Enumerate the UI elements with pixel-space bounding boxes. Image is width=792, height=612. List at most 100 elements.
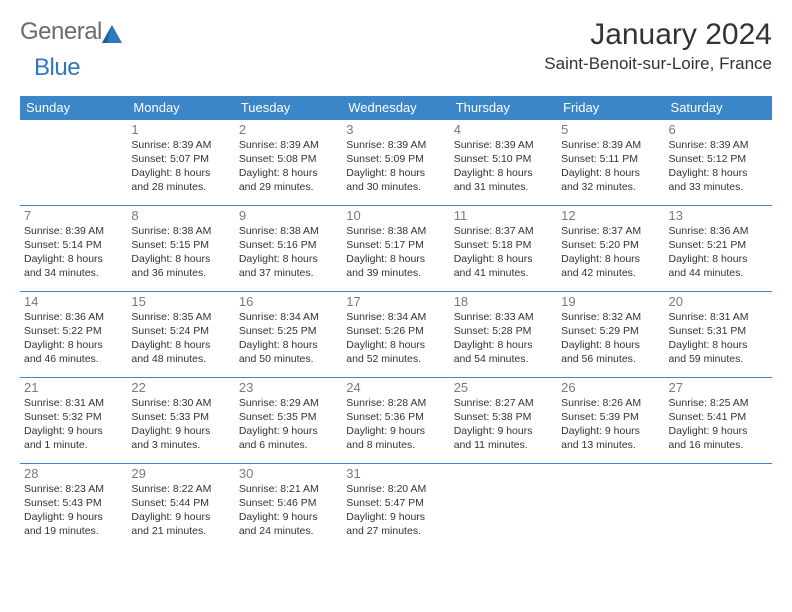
sunset-text: Sunset: 5:12 PM (669, 152, 768, 166)
daylight-text: Daylight: 8 hours (24, 338, 123, 352)
calendar-cell: 15Sunrise: 8:35 AMSunset: 5:24 PMDayligh… (127, 292, 234, 378)
sunrise-text: Sunrise: 8:36 AM (24, 310, 123, 324)
sunset-text: Sunset: 5:20 PM (561, 238, 660, 252)
daylight-text: Daylight: 8 hours (454, 338, 553, 352)
day-number: 24 (346, 380, 445, 396)
daylight-text: Daylight: 8 hours (131, 166, 230, 180)
daylight-text: Daylight: 8 hours (239, 252, 338, 266)
sunset-text: Sunset: 5:16 PM (239, 238, 338, 252)
day-number: 25 (454, 380, 553, 396)
sunrise-text: Sunrise: 8:38 AM (239, 224, 338, 238)
daylight-text: Daylight: 8 hours (131, 252, 230, 266)
sunrise-text: Sunrise: 8:37 AM (561, 224, 660, 238)
daylight-text: and 24 minutes. (239, 524, 338, 538)
sunrise-text: Sunrise: 8:31 AM (24, 396, 123, 410)
calendar-table: Sunday Monday Tuesday Wednesday Thursday… (20, 96, 772, 550)
day-number: 4 (454, 122, 553, 138)
sunset-text: Sunset: 5:07 PM (131, 152, 230, 166)
calendar-cell: 1Sunrise: 8:39 AMSunset: 5:07 PMDaylight… (127, 120, 234, 206)
brand-logo: General (20, 18, 126, 46)
sunset-text: Sunset: 5:35 PM (239, 410, 338, 424)
day-number: 29 (131, 466, 230, 482)
day-number: 10 (346, 208, 445, 224)
daylight-text: and 28 minutes. (131, 180, 230, 194)
day-number: 11 (454, 208, 553, 224)
weekday-header: Sunday (20, 96, 127, 120)
title-block: January 2024 Saint-Benoit-sur-Loire, Fra… (544, 18, 772, 74)
daylight-text: Daylight: 8 hours (669, 338, 768, 352)
sunrise-text: Sunrise: 8:37 AM (454, 224, 553, 238)
sunrise-text: Sunrise: 8:26 AM (561, 396, 660, 410)
daylight-text: Daylight: 8 hours (669, 252, 768, 266)
sunrise-text: Sunrise: 8:39 AM (561, 138, 660, 152)
sunset-text: Sunset: 5:10 PM (454, 152, 553, 166)
day-number: 18 (454, 294, 553, 310)
daylight-text: Daylight: 8 hours (131, 338, 230, 352)
sunrise-text: Sunrise: 8:27 AM (454, 396, 553, 410)
weekday-header: Wednesday (342, 96, 449, 120)
daylight-text: and 52 minutes. (346, 352, 445, 366)
sunrise-text: Sunrise: 8:38 AM (131, 224, 230, 238)
sunset-text: Sunset: 5:24 PM (131, 324, 230, 338)
brand-general: General (20, 18, 102, 46)
daylight-text: and 13 minutes. (561, 438, 660, 452)
daylight-text: Daylight: 9 hours (239, 510, 338, 524)
daylight-text: Daylight: 8 hours (454, 166, 553, 180)
calendar-cell: 18Sunrise: 8:33 AMSunset: 5:28 PMDayligh… (450, 292, 557, 378)
weekday-header: Monday (127, 96, 234, 120)
day-number: 28 (24, 466, 123, 482)
day-number: 23 (239, 380, 338, 396)
weekday-header: Saturday (665, 96, 772, 120)
calendar-row: 14Sunrise: 8:36 AMSunset: 5:22 PMDayligh… (20, 292, 772, 378)
sunset-text: Sunset: 5:36 PM (346, 410, 445, 424)
daylight-text: and 56 minutes. (561, 352, 660, 366)
sunset-text: Sunset: 5:17 PM (346, 238, 445, 252)
day-number: 16 (239, 294, 338, 310)
daylight-text: Daylight: 9 hours (669, 424, 768, 438)
day-number: 9 (239, 208, 338, 224)
sunset-text: Sunset: 5:15 PM (131, 238, 230, 252)
calendar-cell: 13Sunrise: 8:36 AMSunset: 5:21 PMDayligh… (665, 206, 772, 292)
daylight-text: Daylight: 9 hours (561, 424, 660, 438)
daylight-text: and 21 minutes. (131, 524, 230, 538)
calendar-cell (450, 464, 557, 550)
day-number: 17 (346, 294, 445, 310)
calendar-cell: 9Sunrise: 8:38 AMSunset: 5:16 PMDaylight… (235, 206, 342, 292)
day-number: 26 (561, 380, 660, 396)
daylight-text: and 6 minutes. (239, 438, 338, 452)
daylight-text: Daylight: 8 hours (346, 338, 445, 352)
weekday-header: Tuesday (235, 96, 342, 120)
sunset-text: Sunset: 5:44 PM (131, 496, 230, 510)
daylight-text: and 19 minutes. (24, 524, 123, 538)
day-number: 14 (24, 294, 123, 310)
day-number: 7 (24, 208, 123, 224)
sunrise-text: Sunrise: 8:38 AM (346, 224, 445, 238)
calendar-cell: 11Sunrise: 8:37 AMSunset: 5:18 PMDayligh… (450, 206, 557, 292)
sunrise-text: Sunrise: 8:23 AM (24, 482, 123, 496)
sunrise-text: Sunrise: 8:39 AM (669, 138, 768, 152)
sunrise-text: Sunrise: 8:29 AM (239, 396, 338, 410)
sunrise-text: Sunrise: 8:39 AM (239, 138, 338, 152)
calendar-row: 7Sunrise: 8:39 AMSunset: 5:14 PMDaylight… (20, 206, 772, 292)
daylight-text: Daylight: 8 hours (561, 338, 660, 352)
calendar-cell: 22Sunrise: 8:30 AMSunset: 5:33 PMDayligh… (127, 378, 234, 464)
calendar-cell: 27Sunrise: 8:25 AMSunset: 5:41 PMDayligh… (665, 378, 772, 464)
weekday-header: Thursday (450, 96, 557, 120)
day-number: 27 (669, 380, 768, 396)
calendar-cell: 28Sunrise: 8:23 AMSunset: 5:43 PMDayligh… (20, 464, 127, 550)
calendar-cell: 8Sunrise: 8:38 AMSunset: 5:15 PMDaylight… (127, 206, 234, 292)
daylight-text: Daylight: 8 hours (239, 166, 338, 180)
sunset-text: Sunset: 5:47 PM (346, 496, 445, 510)
day-number: 3 (346, 122, 445, 138)
day-number: 21 (24, 380, 123, 396)
daylight-text: Daylight: 9 hours (131, 424, 230, 438)
location-subtitle: Saint-Benoit-sur-Loire, France (544, 54, 772, 74)
sunrise-text: Sunrise: 8:39 AM (24, 224, 123, 238)
daylight-text: Daylight: 8 hours (346, 252, 445, 266)
calendar-cell: 12Sunrise: 8:37 AMSunset: 5:20 PMDayligh… (557, 206, 664, 292)
calendar-cell (20, 120, 127, 206)
daylight-text: and 46 minutes. (24, 352, 123, 366)
sunrise-text: Sunrise: 8:34 AM (239, 310, 338, 324)
daylight-text: Daylight: 9 hours (24, 510, 123, 524)
daylight-text: Daylight: 9 hours (454, 424, 553, 438)
